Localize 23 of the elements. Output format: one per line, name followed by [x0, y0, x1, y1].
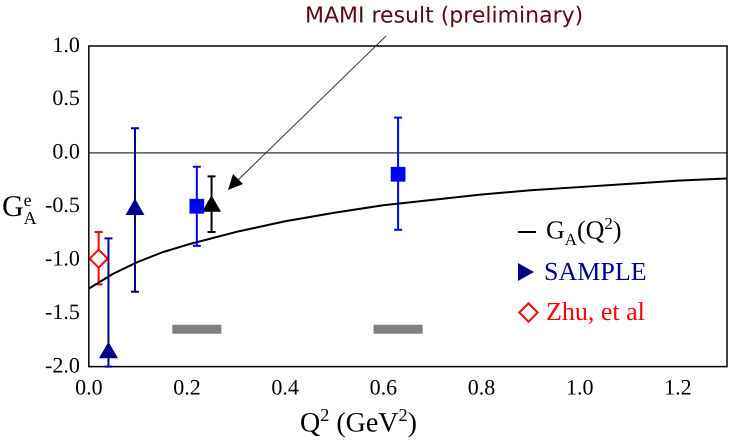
- point: [88, 248, 109, 269]
- text: MAMI result (preliminary): [305, 4, 584, 29]
- point: [390, 166, 406, 182]
- x-tick-label: 0.6: [370, 374, 398, 400]
- y-tick-label: 1.0: [52, 32, 80, 57]
- y-tick-label: -0.5: [45, 192, 80, 218]
- x-tick-label: 1.0: [566, 374, 594, 400]
- y-tick-label: -1.0: [45, 246, 80, 271]
- y-tick-label: -1.5: [45, 298, 80, 324]
- legend-label: G$_{A}$(Q$^{2}$): [546, 214, 622, 250]
- x-tick-label: 0.4: [271, 374, 299, 400]
- y-tick-label: 0.5: [52, 85, 80, 110]
- point: [100, 342, 118, 358]
- point: [189, 198, 204, 214]
- y-tick-label: 0.0: [52, 138, 80, 164]
- x-tick-label: 0.2: [173, 374, 201, 400]
- x-tick-label: 1.2: [664, 374, 692, 400]
- x-tick-label: 0.0: [75, 374, 103, 400]
- x-axis-title: Q$^{2}$ (GeV$^{2}$): [300, 405, 417, 440]
- y-tick-label: -2.0: [45, 352, 80, 378]
- legend-label: SAMPLE: [544, 257, 647, 287]
- legend-label: Zhu, et al: [546, 297, 645, 327]
- x-tick-label: 0.8: [468, 374, 496, 400]
